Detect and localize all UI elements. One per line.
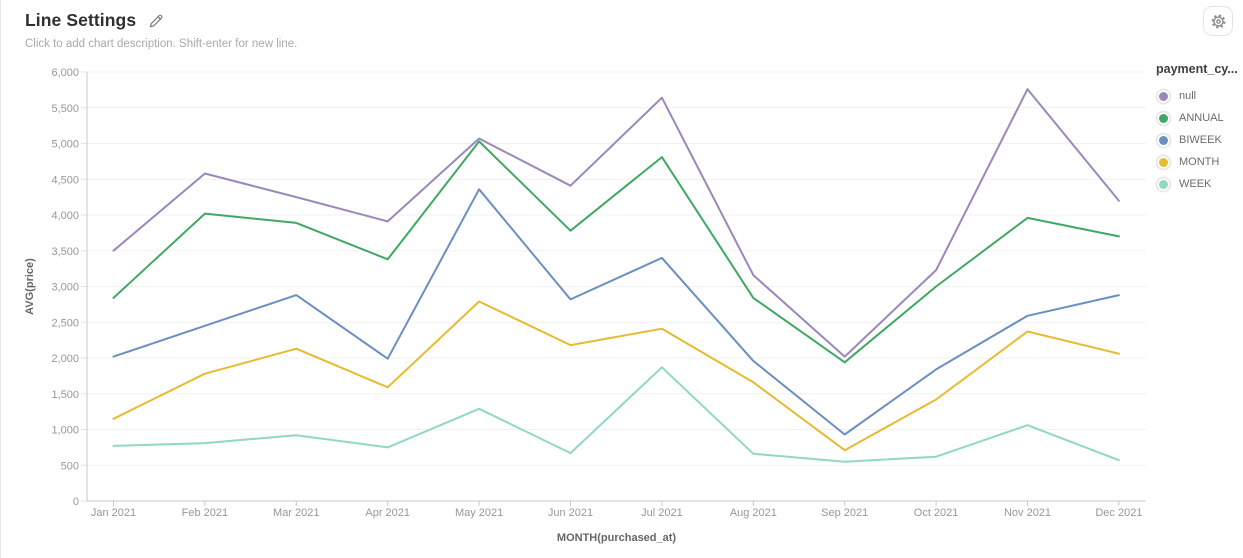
legend: payment_cy... null ANNUAL BIWEEK MONTH WEEK <box>1156 62 1242 195</box>
legend-item-BIWEEK[interactable]: BIWEEK <box>1156 129 1242 151</box>
x-tick-label: Oct 2021 <box>914 507 959 519</box>
series-line-ANNUAL[interactable] <box>112 140 1120 364</box>
legend-dot-icon <box>1159 135 1168 145</box>
legend-item-ANNUAL[interactable]: ANNUAL <box>1156 107 1242 129</box>
x-tick-label: Jul 2021 <box>641 507 683 519</box>
legend-item-label: BIWEEK <box>1179 134 1222 146</box>
legend-item-label: MONTH <box>1179 156 1220 168</box>
legend-dot-icon <box>1159 179 1168 189</box>
x-axis-title: MONTH(purchased_at) <box>557 532 677 544</box>
series-line-MONTH[interactable] <box>112 300 1120 452</box>
y-tick-label: 500 <box>61 460 79 472</box>
series-line-WEEK[interactable] <box>112 366 1120 463</box>
gear-icon <box>1211 14 1225 28</box>
legend-dot-icon <box>1159 113 1168 123</box>
legend-item-null[interactable]: null <box>1156 85 1242 107</box>
y-tick-label: 4,000 <box>51 210 79 222</box>
legend-item-label: null <box>1179 90 1197 102</box>
y-tick-label: 1,500 <box>51 389 79 401</box>
settings-button[interactable] <box>1203 6 1233 36</box>
y-tick-label: 4,500 <box>51 174 79 186</box>
y-tick-label: 3,000 <box>51 282 79 294</box>
legend-dot-icon <box>1159 91 1168 101</box>
x-tick-label: May 2021 <box>455 507 503 519</box>
x-tick-label: Dec 2021 <box>1095 507 1142 519</box>
x-tick-label: Apr 2021 <box>365 507 410 519</box>
x-tick-label: Aug 2021 <box>730 507 777 519</box>
edit-title-button[interactable] <box>148 13 164 29</box>
pencil-icon <box>149 14 163 27</box>
y-tick-label: 5,500 <box>51 103 79 115</box>
y-tick-label: 6,000 <box>51 67 79 79</box>
legend-item-WEEK[interactable]: WEEK <box>1156 173 1242 195</box>
chart-description-placeholder[interactable]: Click to add chart description. Shift-en… <box>25 38 298 50</box>
x-tick-label: Jun 2021 <box>548 507 593 519</box>
y-axis-title: AVG(price) <box>24 258 36 315</box>
legend-item-label: WEEK <box>1179 178 1212 190</box>
legend-title: payment_cy... <box>1156 62 1238 76</box>
series-line-BIWEEK[interactable] <box>112 188 1120 436</box>
x-tick-label: Sep 2021 <box>821 507 868 519</box>
y-tick-label: 3,500 <box>51 246 79 258</box>
y-tick-label: 0 <box>73 496 79 508</box>
x-tick-label: Jan 2021 <box>91 507 136 519</box>
y-tick-label: 5,000 <box>51 139 79 151</box>
series-line-null[interactable] <box>112 88 1120 358</box>
y-tick-label: 2,500 <box>51 317 79 329</box>
y-tick-label: 1,000 <box>51 425 79 437</box>
legend-dot-icon <box>1159 157 1168 167</box>
x-tick-label: Nov 2021 <box>1004 507 1051 519</box>
y-tick-label: 2,000 <box>51 353 79 365</box>
x-tick-label: Mar 2021 <box>273 507 319 519</box>
legend-item-label: ANNUAL <box>1179 112 1224 124</box>
page-title[interactable]: Line Settings <box>25 10 137 30</box>
legend-item-MONTH[interactable]: MONTH <box>1156 151 1242 173</box>
x-tick-label: Feb 2021 <box>182 507 228 519</box>
